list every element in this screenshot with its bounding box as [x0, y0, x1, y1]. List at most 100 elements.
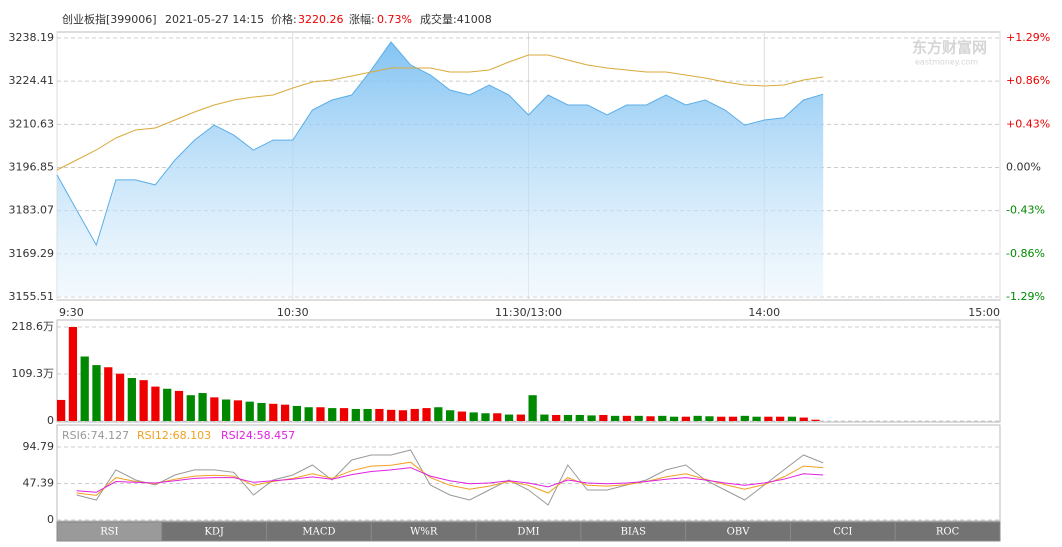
volume-bar	[198, 393, 207, 421]
rsi-frame	[56, 424, 1001, 522]
price: 3220.26	[298, 13, 344, 26]
volume-bar	[233, 400, 243, 421]
tabs: RSI KDJ MACD W%R DMI BIAS OBV CCI ROC	[56, 521, 1001, 542]
x-tick-label: 11:30/13:00	[495, 306, 562, 319]
volume-bar	[339, 408, 349, 421]
volume-bar	[245, 401, 254, 421]
x-tick-label: 15:00	[968, 306, 1000, 319]
y2-tick-label: -1.29%	[1006, 290, 1045, 303]
tab[interactable]: CCI	[789, 521, 896, 542]
price-label: 价格:	[271, 12, 297, 26]
series-line	[56, 54, 824, 171]
volume-bar	[186, 395, 195, 421]
tab[interactable]: KDJ	[161, 521, 268, 542]
y-tick-label: 3155.51	[9, 290, 55, 303]
volume-bar	[528, 395, 537, 421]
change-label: 涨幅:	[349, 13, 375, 26]
series-line	[76, 461, 824, 496]
volume-bar	[257, 402, 266, 421]
y2-tick-label: +0.43%	[1006, 117, 1050, 130]
y-tick-label: 94.79	[23, 440, 55, 453]
x-tick-label: 14:00	[748, 306, 780, 319]
volume-bar	[563, 414, 573, 421]
tab[interactable]: W%R	[370, 521, 477, 542]
y-tick-label: 3238.19	[9, 31, 55, 44]
volume-bar	[587, 415, 596, 421]
volume-bar	[398, 410, 408, 421]
volume-bar	[799, 417, 808, 421]
time: 2021-05-27 14:15	[165, 13, 264, 26]
volume-bar	[693, 415, 702, 421]
volume-bar	[304, 407, 313, 421]
y-tick-label: 47.39	[23, 477, 55, 490]
tab[interactable]: DMI	[475, 521, 582, 542]
tab-bg	[894, 521, 1001, 542]
volume-bar	[222, 399, 231, 421]
volume-bar	[622, 415, 632, 421]
series-line	[76, 449, 824, 506]
watermark: 东方财富网 eastmoney.com	[912, 39, 987, 67]
y-tick-label: 0	[47, 414, 54, 427]
y-tick-label: 3210.63	[9, 117, 55, 130]
volume-bar	[210, 397, 219, 421]
volume-bar	[764, 416, 773, 421]
tab-label: ROC	[936, 527, 960, 538]
volume-bar	[705, 416, 714, 421]
y-tick-label: 3196.85	[9, 161, 55, 174]
price-area	[57, 42, 824, 297]
x-tick-label: 10:30	[277, 306, 309, 319]
volume-bar	[139, 380, 148, 421]
watermark-brand: 东方财富网	[912, 39, 987, 57]
volume-bar	[104, 367, 113, 421]
volume-bar	[115, 373, 125, 421]
watermark-site: eastmoney.com	[915, 58, 978, 67]
volume-bar	[552, 414, 561, 421]
series-line	[76, 467, 824, 493]
legend-entry: RSI12:68.103	[137, 429, 211, 442]
volume-bar	[363, 408, 372, 421]
tab-label: MACD	[302, 527, 335, 538]
tab-label: OBV	[727, 527, 751, 538]
volume-bar	[481, 413, 490, 421]
tab[interactable]: BIAS	[580, 521, 687, 542]
index-name: 创业板指[399006]	[62, 12, 157, 26]
tab[interactable]: ROC	[894, 521, 1001, 542]
volume-bar	[269, 403, 278, 421]
tab[interactable]: MACD	[266, 521, 372, 542]
volume-bar	[717, 416, 726, 421]
volume-bar	[599, 414, 608, 421]
tab-label: RSI	[100, 527, 118, 538]
volume-bar	[457, 411, 467, 421]
y2-tick-label: +1.29%	[1006, 31, 1050, 44]
y-tick-label: 218.6万	[12, 320, 55, 333]
volume-bar	[92, 365, 101, 421]
volume-bar	[504, 414, 514, 421]
y-tick-label: 3169.29	[9, 247, 55, 260]
volume-bar	[316, 407, 325, 421]
volume-bar	[611, 415, 620, 421]
volume-bar	[387, 409, 396, 421]
volume-bar	[68, 327, 78, 421]
volume-bar	[811, 419, 820, 421]
volume-bar	[410, 408, 419, 421]
volume-frame	[56, 319, 1001, 423]
tab-label: DMI	[517, 527, 539, 538]
y2-tick-label: -0.43%	[1006, 204, 1045, 217]
tab[interactable]: RSI	[56, 521, 163, 542]
change: 0.73%	[377, 13, 412, 26]
volume-bar	[728, 416, 738, 421]
volume-bar	[422, 408, 431, 421]
volume-bar	[740, 415, 749, 421]
legend-entry: RSI6:74.127	[62, 429, 129, 442]
tab[interactable]: OBV	[685, 521, 791, 542]
y-tick-label: 3224.41	[9, 74, 55, 87]
volume-bar	[658, 415, 667, 421]
volume-bar	[445, 410, 455, 421]
volume-bar	[646, 416, 655, 421]
volume-bar	[669, 416, 679, 421]
y-tick-label: 3183.07	[9, 204, 55, 217]
volume-bar	[292, 405, 302, 421]
volume-bar	[375, 408, 384, 421]
volume-bar	[634, 415, 643, 421]
